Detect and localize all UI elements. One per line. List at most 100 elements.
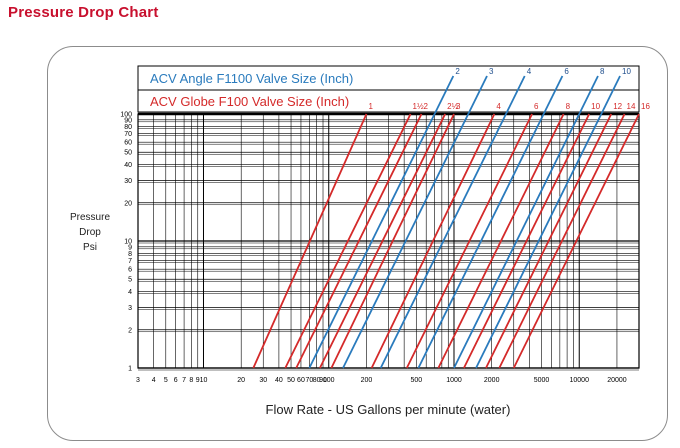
series-angle-2-ext	[433, 75, 455, 115]
y-tick-label: 90	[124, 117, 132, 124]
size-label-globe: 14	[627, 102, 636, 111]
size-label-globe: 3	[456, 102, 461, 111]
x-tick-label: 70	[305, 377, 313, 384]
series-angle-4-ext	[505, 75, 526, 115]
x-tick-label: 80	[313, 377, 321, 384]
y-tick-label: 100	[120, 112, 132, 119]
size-label-angle: 6	[564, 67, 569, 76]
y-tick-label: 8	[128, 251, 132, 258]
y-tick-label: 40	[124, 162, 132, 169]
series-angle-6	[417, 113, 545, 369]
series-angle-3-ext	[467, 75, 488, 115]
series-globe-3	[330, 113, 455, 369]
y-tick-label: 7	[128, 258, 132, 265]
series-angle-2	[308, 113, 436, 369]
series-lines	[252, 75, 640, 369]
series-globe-12	[485, 113, 613, 369]
legend-angle-label: ACV Angle F1100 Valve Size (Inch)	[150, 71, 353, 86]
size-label-globe: 6	[534, 102, 539, 111]
x-tick-label: 4	[152, 377, 156, 384]
y-tick-label: 9	[128, 244, 132, 251]
x-tick-label: 90	[319, 377, 327, 384]
series-globe-10	[463, 113, 590, 369]
size-label-globe: 10	[591, 102, 600, 111]
series-angle-4	[379, 113, 507, 369]
y-tick-label: 4	[128, 289, 132, 296]
size-label-angle: 3	[489, 67, 494, 76]
series-globe-1	[252, 113, 368, 369]
x-tick-label: 200	[361, 377, 373, 384]
series-globe-2	[295, 113, 423, 369]
size-label-globe: 1½	[413, 102, 424, 111]
series-globe-8	[437, 113, 565, 369]
y-axis-title-line1: Pressure	[70, 212, 110, 223]
y-tick-label: 70	[124, 131, 132, 138]
x-axis-title: Flow Rate - US Gallons per minute (water…	[266, 402, 511, 417]
legend-globe-label: ACV Globe F100 Valve Size (Inch)	[150, 94, 349, 109]
series-globe-4	[370, 113, 496, 369]
legend: ACV Angle F1100 Valve Size (Inch) ACV Gl…	[137, 65, 640, 113]
x-tick-label: 40	[275, 377, 283, 384]
series-globe-14	[498, 113, 626, 369]
page-title: Pressure Drop Chart	[8, 4, 159, 21]
y-tick-label: 20	[124, 200, 132, 207]
x-tick-label: 2000	[484, 377, 500, 384]
series-angle-6-ext	[542, 75, 564, 115]
y-tick-label: 6	[128, 267, 132, 274]
x-tick-label: 3	[136, 377, 140, 384]
grid	[137, 112, 640, 371]
x-tick-label: 100	[323, 377, 335, 384]
x-tick-label: 20000	[607, 377, 627, 384]
y-tick-label: 2	[128, 327, 132, 334]
x-tick-label: 1000	[446, 377, 462, 384]
x-tick-label: 10	[200, 377, 208, 384]
y-tick-label: 80	[124, 124, 132, 131]
series-globe-2½	[319, 113, 446, 369]
y-tick-label: 1	[128, 366, 132, 373]
series-angle-10	[475, 113, 603, 369]
y-tick-label: 10	[124, 239, 132, 246]
size-label-globe: 8	[566, 102, 571, 111]
size-label-globe: 1	[368, 102, 373, 111]
x-tick-label: 5000	[534, 377, 550, 384]
x-tick-label: 30	[259, 377, 267, 384]
legend-globe-box	[137, 89, 640, 113]
y-axis-title: Pressure Drop Psi	[70, 212, 110, 253]
size-label-globe: 2½	[447, 102, 458, 111]
series-globe-16	[512, 113, 640, 369]
x-tick-label: 60	[297, 377, 305, 384]
x-tick-label: 6	[174, 377, 178, 384]
y-axis-title-line2: Drop	[79, 227, 101, 238]
size-label-angle: 4	[527, 67, 532, 76]
y-tick-label: 30	[124, 178, 132, 185]
size-label-globe: 12	[613, 102, 622, 111]
series-angle-10-ext	[600, 75, 621, 115]
size-label-angle: 10	[622, 67, 631, 76]
size-labels: 1 1½ 2 2½3 4 6 8 10 12 14 162 3 4 6 8 10	[368, 67, 650, 111]
y-axis-title-line3: Psi	[83, 242, 97, 253]
y-tick-label: 50	[124, 150, 132, 157]
series-globe-6	[405, 113, 533, 369]
series-angle-3	[342, 113, 470, 369]
x-tick-label: 8	[189, 377, 193, 384]
x-tick-label: 50	[287, 377, 295, 384]
x-tick-label: 500	[410, 377, 422, 384]
y-tick-label: 60	[124, 140, 132, 147]
x-tick-label: 20	[237, 377, 245, 384]
size-label-angle: 2	[455, 67, 460, 76]
y-tick-label: 5	[128, 277, 132, 284]
size-label-globe: 2	[423, 102, 428, 111]
x-tick-label: 10000	[570, 377, 590, 384]
series-angle-8-ext	[578, 75, 599, 115]
size-label-angle: 8	[600, 67, 605, 76]
x-tick-label: 7	[182, 377, 186, 384]
series-angle-8	[453, 113, 581, 369]
x-tick-label: 9	[196, 377, 200, 384]
series-globe-1½	[284, 113, 412, 369]
x-tick-label: 5	[164, 377, 168, 384]
y-tick-label: 3	[128, 305, 132, 312]
size-label-globe: 16	[641, 102, 650, 111]
